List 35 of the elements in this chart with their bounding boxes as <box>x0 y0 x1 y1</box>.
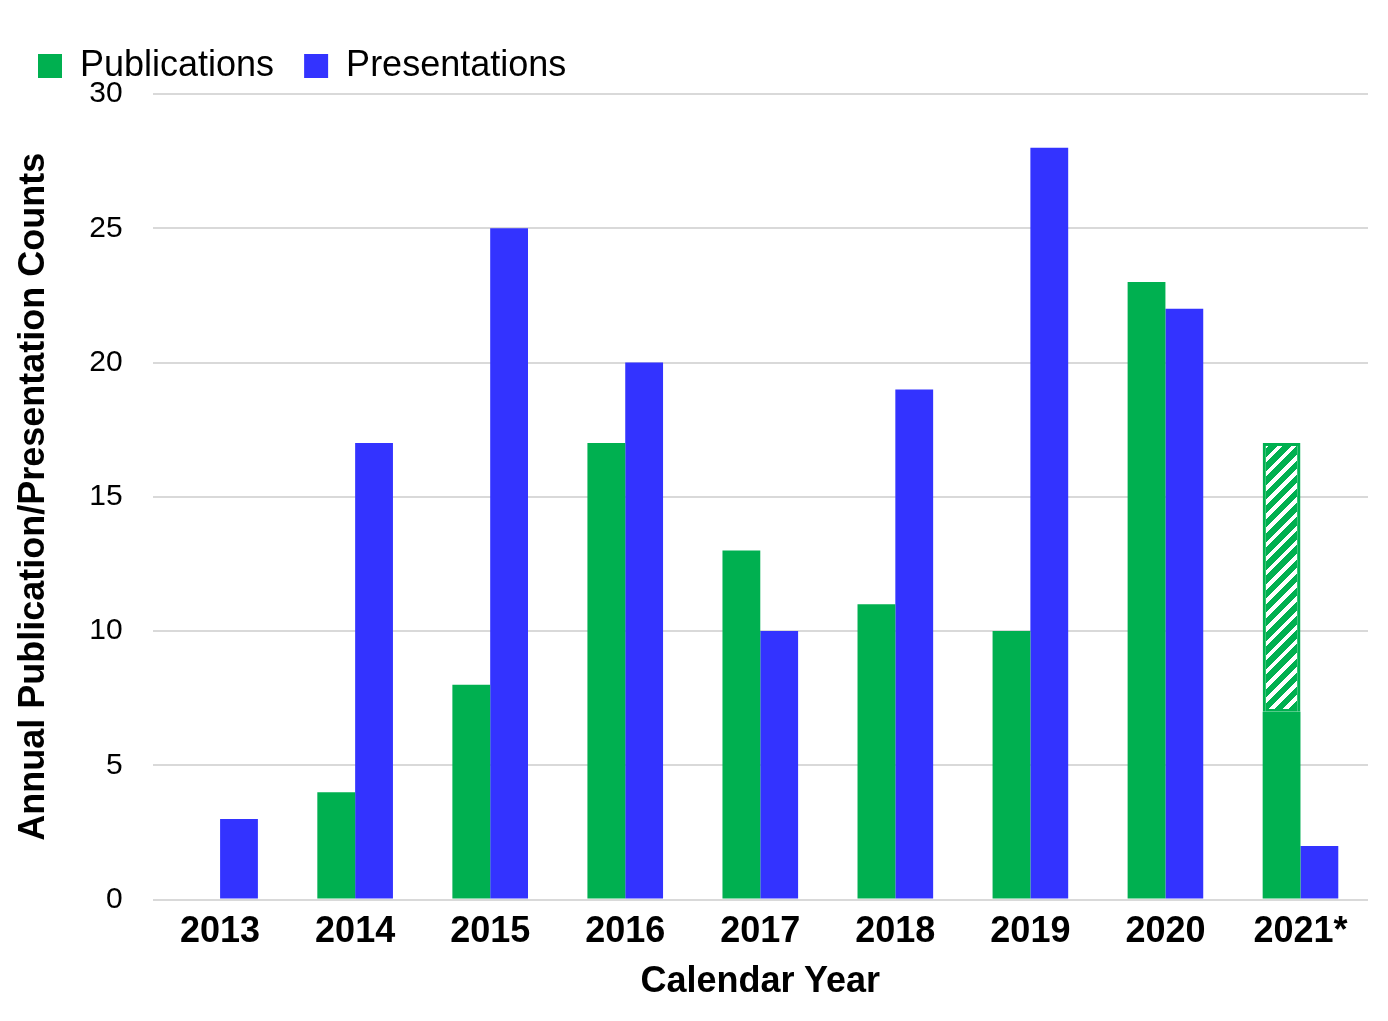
bar <box>992 631 1031 899</box>
bar <box>220 819 258 899</box>
bar <box>587 443 626 899</box>
y-tick-label: 20 <box>89 343 123 377</box>
bar <box>857 604 896 899</box>
bar <box>895 389 934 899</box>
x-tick-label: 2020 <box>1125 909 1206 951</box>
x-tick-label: 2016 <box>585 909 666 951</box>
y-tick-label: 15 <box>89 478 123 512</box>
bar <box>1300 845 1339 899</box>
bar <box>1030 147 1069 899</box>
bar <box>490 228 528 899</box>
y-tick-label: 30 <box>89 75 123 109</box>
bar <box>760 631 799 899</box>
bar <box>1127 281 1166 899</box>
x-tick-label: 2017 <box>720 909 801 951</box>
x-tick-label: 2013 <box>180 909 261 951</box>
bar <box>317 792 356 899</box>
bar <box>452 684 491 899</box>
bar <box>355 443 393 899</box>
y-tick-label: 5 <box>105 746 123 780</box>
x-tick-label: 2019 <box>990 909 1071 951</box>
bar <box>722 550 761 899</box>
x-axis-title: Calendar Year <box>640 959 881 1001</box>
bar <box>1165 308 1204 899</box>
y-tick-label: 25 <box>89 209 123 243</box>
y-tick-label: 10 <box>89 612 123 646</box>
x-tick-label: 2014 <box>315 909 396 951</box>
x-tick-label: 2018 <box>855 909 936 951</box>
legend-label: Presentations <box>346 42 567 84</box>
x-tick-label: 2015 <box>450 909 531 951</box>
bar <box>625 362 664 899</box>
y-axis-title: Annual Publication/Presentation Counts <box>10 152 52 841</box>
y-tick-label: 0 <box>105 880 123 914</box>
x-tick-label: 2021* <box>1253 909 1348 951</box>
